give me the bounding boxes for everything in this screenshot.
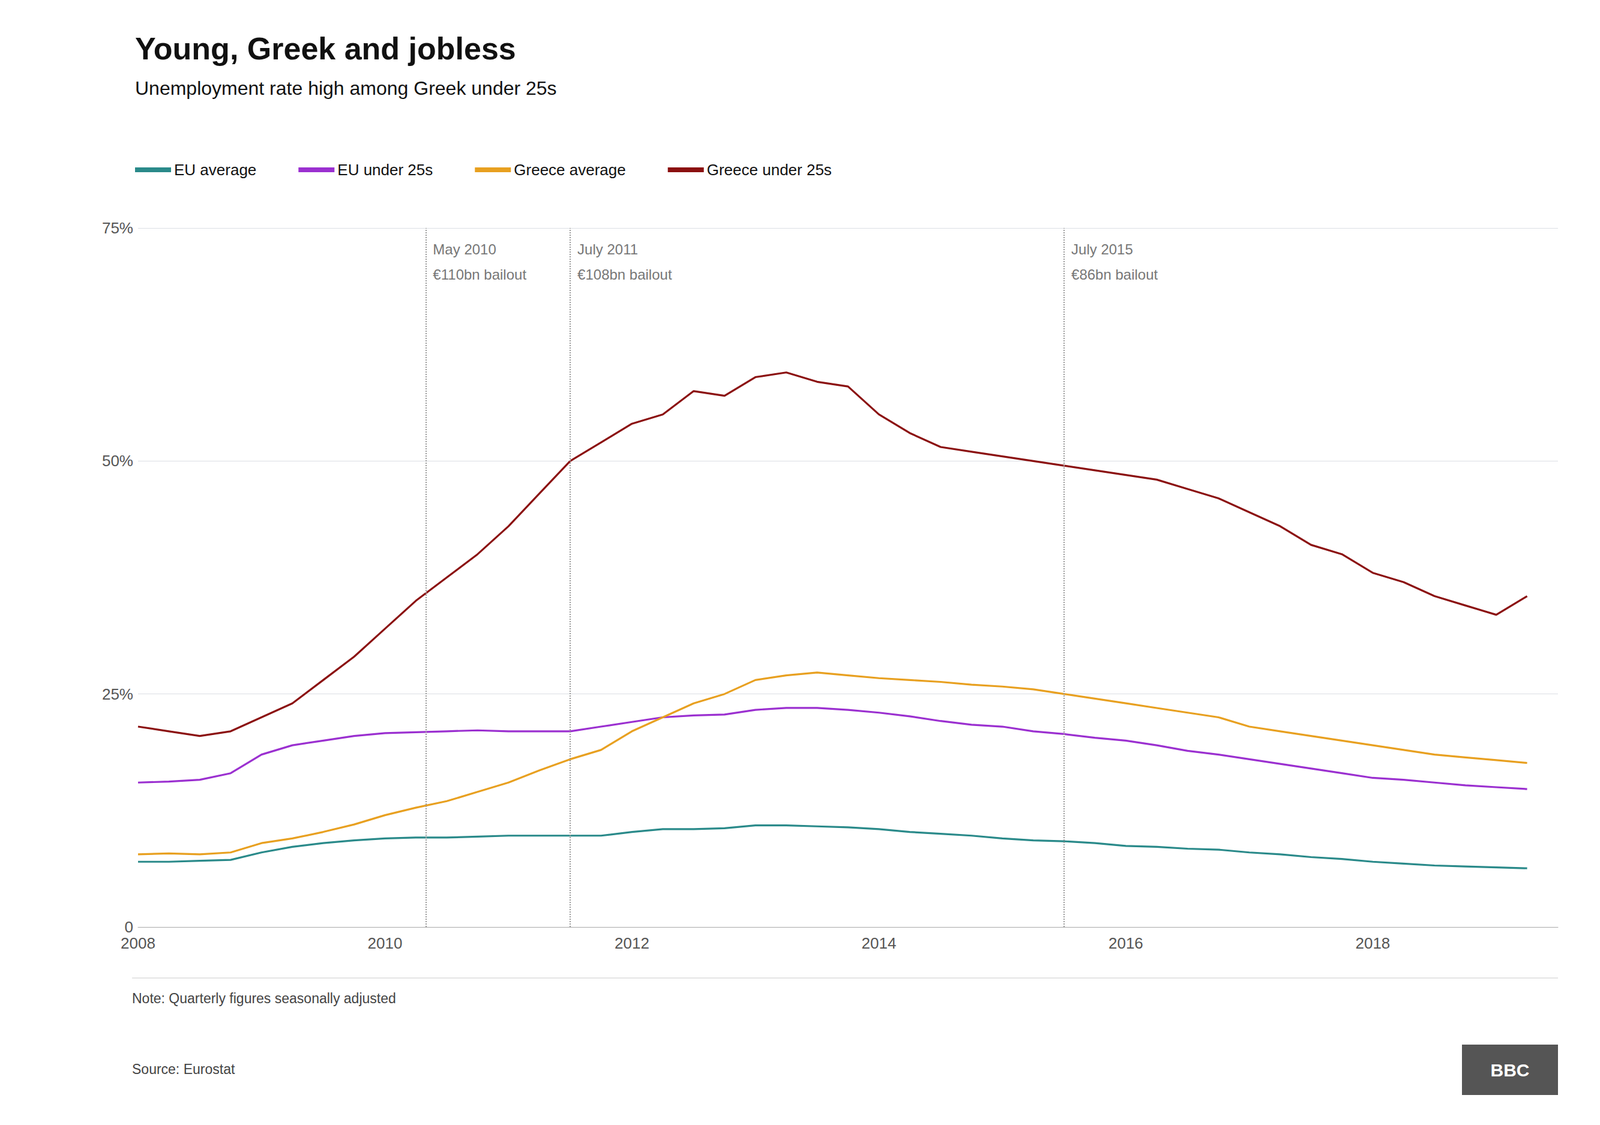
svg-text:EU average: EU average <box>174 160 257 179</box>
svg-text:2012: 2012 <box>614 934 650 953</box>
svg-text:25%: 25% <box>102 685 134 704</box>
svg-text:Source: Eurostat: Source: Eurostat <box>132 1061 236 1078</box>
svg-text:Note: Quarterly figures season: Note: Quarterly figures seasonally adjus… <box>132 990 397 1007</box>
svg-text:2016: 2016 <box>1108 934 1144 953</box>
svg-text:0: 0 <box>124 918 134 937</box>
svg-text:€110bn bailout: €110bn bailout <box>432 266 527 283</box>
svg-text:50%: 50% <box>102 451 134 470</box>
svg-text:Young, Greek and jobless: Young, Greek and jobless <box>135 31 517 67</box>
svg-text:2014: 2014 <box>861 934 897 953</box>
svg-text:May 2010: May 2010 <box>432 241 496 258</box>
svg-text:Greece under 25s: Greece under 25s <box>706 160 832 179</box>
svg-text:EU under 25s: EU under 25s <box>337 160 433 179</box>
svg-text:Unemployment rate high among G: Unemployment rate high among Greek under… <box>135 77 557 100</box>
svg-text:2010: 2010 <box>367 934 403 953</box>
svg-text:€86bn bailout: €86bn bailout <box>1071 266 1158 283</box>
svg-text:75%: 75% <box>102 219 134 238</box>
svg-text:2008: 2008 <box>120 934 156 953</box>
svg-text:July 2011: July 2011 <box>577 241 638 258</box>
svg-text:BBC: BBC <box>1490 1060 1530 1081</box>
svg-text:2018: 2018 <box>1355 934 1390 953</box>
svg-text:€108bn bailout: €108bn bailout <box>577 266 673 283</box>
svg-text:Greece average: Greece average <box>513 160 626 179</box>
svg-text:July 2015: July 2015 <box>1071 241 1134 258</box>
